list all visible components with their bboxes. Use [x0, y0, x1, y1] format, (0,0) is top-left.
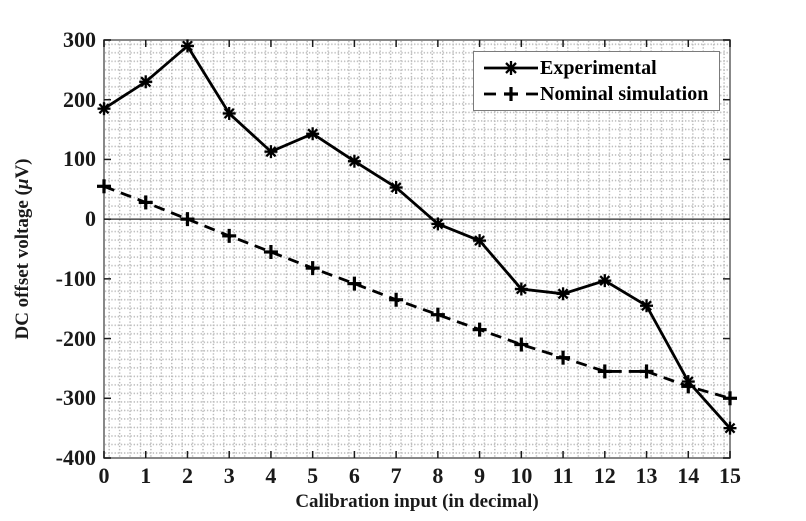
x-tick-label: 0	[98, 463, 110, 488]
y-axis-title-prefix: DC offset voltage (	[12, 189, 33, 340]
y-tick-label: -200	[55, 325, 96, 351]
y-tick-label: 100	[63, 146, 96, 172]
mu-symbol: μ	[12, 178, 33, 190]
y-tick-label: -100	[55, 265, 96, 291]
x-tick-label: 13	[635, 463, 658, 488]
x-tick-label: 10	[510, 463, 533, 488]
x-tick-label: 2	[181, 463, 193, 488]
x-tick-label: 1	[140, 463, 152, 488]
y-axis-title: DC offset voltage (μV)	[12, 158, 34, 339]
x-axis-title: Calibration input (in decimal)	[295, 491, 539, 512]
y-tick-label: -300	[55, 385, 96, 411]
x-tick-label: 8	[432, 463, 444, 488]
y-tick-label: 300	[63, 27, 96, 52]
x-tick-label: 6	[348, 463, 360, 488]
y-axis-title-suffix: V)	[12, 158, 33, 179]
legend-label: Experimental	[540, 56, 657, 79]
legend-entry-nominal-simulation: Nominal simulation	[482, 81, 715, 107]
y-tick-label: 0	[85, 206, 96, 232]
y-tick-label: -400	[55, 445, 96, 470]
nominal-simulation-line-icon	[484, 87, 538, 102]
legend-label: Nominal simulation	[540, 83, 709, 106]
x-tick-label: 4	[265, 463, 277, 488]
x-tick-label: 12	[593, 463, 616, 488]
y-tick-label: 200	[63, 86, 96, 112]
x-tick-label: 7	[390, 463, 402, 488]
legend: Experimental Nominal simulation	[473, 51, 720, 111]
experimental-line-icon	[484, 60, 538, 75]
x-tick-label: 5	[307, 463, 319, 488]
x-tick-label: 15	[719, 463, 741, 488]
x-tick-label: 11	[552, 463, 574, 488]
legend-entry-experimental: Experimental	[482, 55, 715, 81]
x-tick-label: 9	[474, 463, 486, 488]
x-tick-label: 3	[223, 463, 235, 488]
x-tick-label: 14	[677, 463, 700, 488]
